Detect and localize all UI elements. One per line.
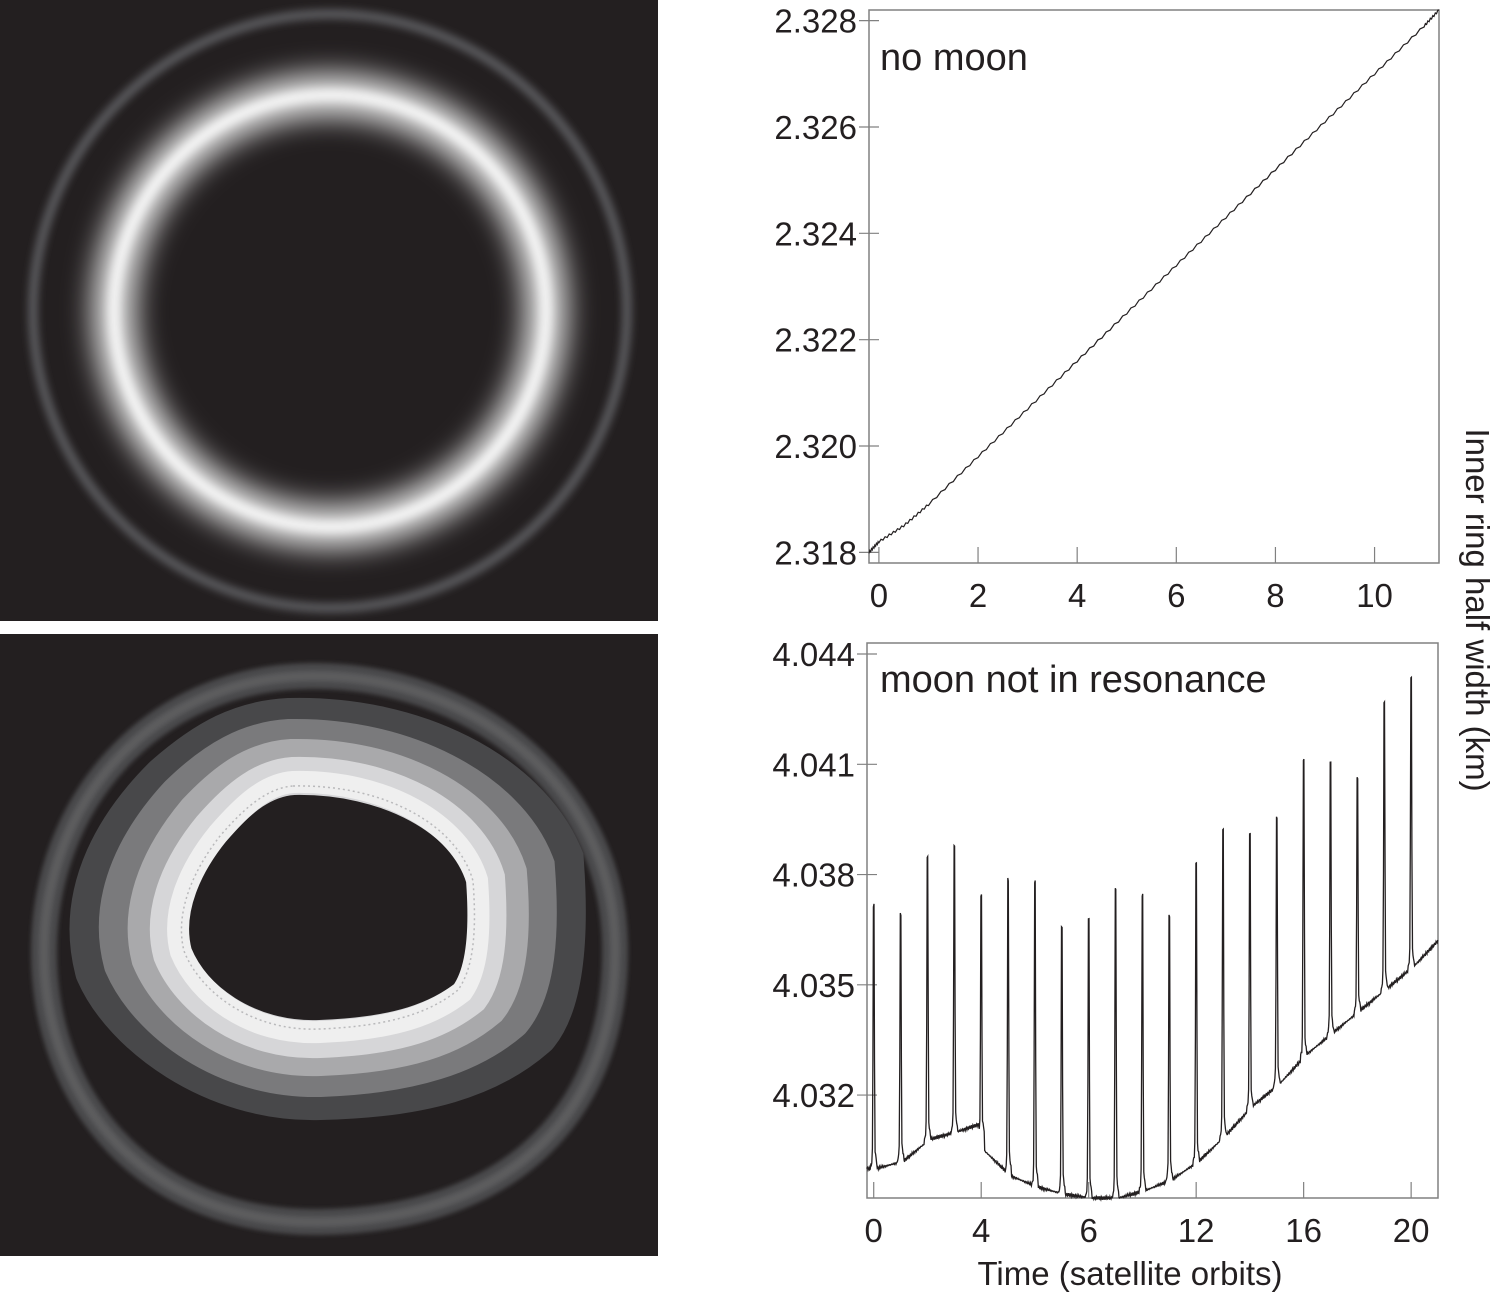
y-tick-label: 2.328 [774,3,857,40]
y-tick-label: 4.044 [772,636,855,673]
y-tick-label: 4.032 [772,1077,855,1114]
inner-ring-core [109,90,551,532]
x-tick-label: 0 [870,577,888,614]
data-line [868,9,1440,554]
x-tick-label: 0 [865,1212,883,1249]
x-tick-label: 16 [1285,1212,1322,1249]
y-axis: 2.318 2.320 2.322 2.324 2.326 2.328 [774,3,879,571]
x-tick-label: 6 [1167,577,1185,614]
outer-ring [30,662,629,1236]
y-axis: 4.032 4.035 4.038 4.041 4.044 [772,636,877,1114]
x-tick-label: 20 [1393,1212,1430,1249]
y-tick-label: 4.041 [772,746,855,783]
x-tick-label: 8 [1266,577,1284,614]
x-tick-label: 4 [1068,577,1086,614]
x-tick-label: 12 [1178,1212,1215,1249]
y-axis-title: Inner ring half width (km) [1459,428,1495,791]
ring-image-moon-not-in-resonance [0,634,658,1256]
ring-image-no-moon [0,0,658,621]
plot-frame [866,642,1439,1199]
x-tick-label: 6 [1080,1212,1098,1249]
y-tick-label: 2.324 [774,215,857,252]
x-tick-label: 4 [972,1212,990,1249]
y-tick-label: 2.318 [774,534,857,571]
x-axis: 0 4 6 12 16 20 [865,1182,1430,1249]
chart-moon-not-in-resonance: 4.032 4.035 4.038 4.041 4.044 0 4 6 12 16 20 moon… [772,636,1439,1292]
x-tick-label: 2 [969,577,987,614]
annotation-moon-not-in-resonance: moon not in resonance [880,659,1267,701]
annotation-no-moon: no moon [880,37,1028,79]
y-tick-label: 2.320 [774,428,857,465]
inner-ring-banded [69,697,586,1121]
y-tick-label: 4.038 [772,857,855,894]
plot-frame [868,9,1440,564]
y-tick-label: 2.326 [774,109,857,146]
x-axis-title: Time (satellite orbits) [977,1255,1282,1292]
x-axis: 0 2 4 6 8 10 [870,547,1393,614]
outer-ring [28,9,632,613]
y-tick-label: 2.322 [774,322,857,359]
data-line [866,675,1439,1202]
y-tick-label: 4.035 [772,967,855,1004]
chart-no-moon: 2.318 2.320 2.322 2.324 2.326 2.328 0 2 4 6 8 10 n… [774,3,1440,614]
x-tick-label: 10 [1356,577,1393,614]
